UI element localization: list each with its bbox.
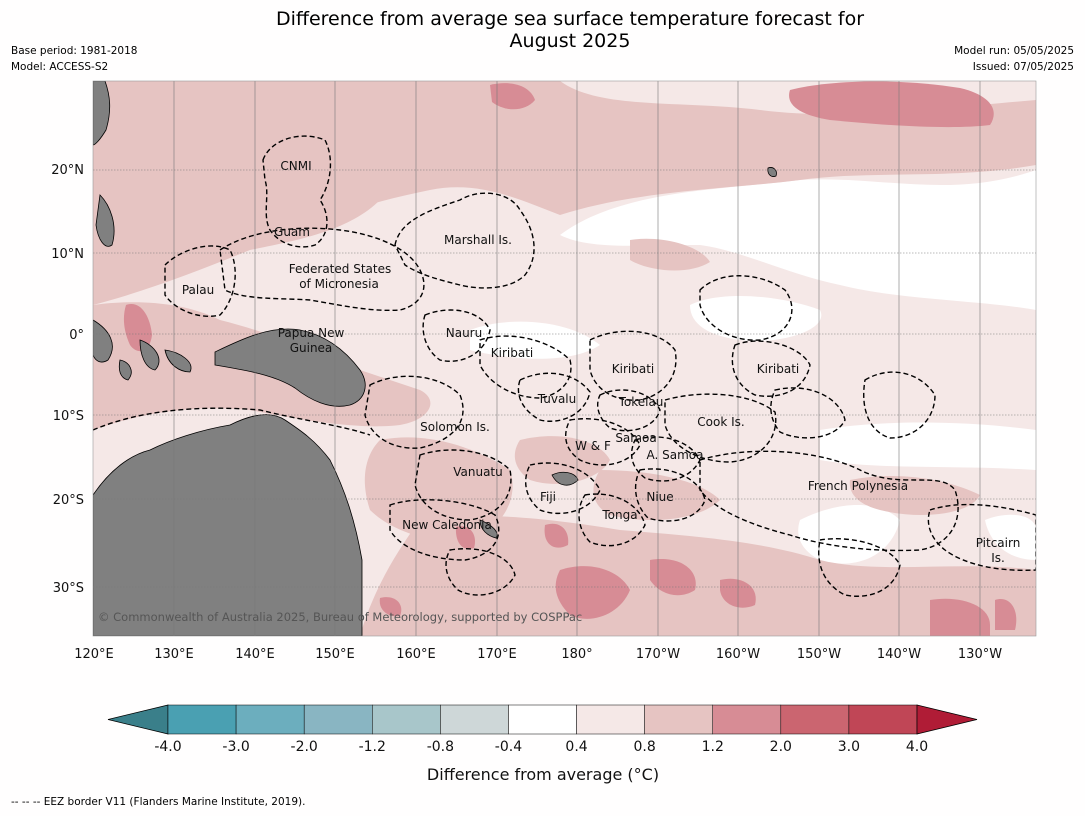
colorbar-tick-label: -4.0 — [154, 739, 181, 755]
region-label-solomon: Solomon Is. — [420, 420, 490, 434]
lat-axis: 20°N 10°N 0° 10°S 20°S 30°S — [51, 163, 84, 596]
colorbar-segment — [167, 704, 237, 735]
region-label-samoa: Samoa — [615, 431, 656, 445]
lat-tick-label: 10°S — [53, 409, 84, 424]
lat-tick-label: 20°N — [51, 163, 84, 178]
colorbar-segment — [712, 704, 782, 735]
region-label-pitcairn-line2: Is. — [991, 551, 1005, 565]
metadata-left: Base period: 1981-2018 Model: ACCESS-S2 — [11, 43, 137, 75]
region-label-fsm-line2: of Micronesia — [299, 277, 379, 291]
sst-warm-patches — [123, 81, 1017, 636]
region-label-cook: Cook Is. — [697, 415, 744, 429]
lon-tick-label: 150°W — [797, 647, 841, 662]
eez-footnote: -- -- -- EEZ border V11 (Flanders Marine… — [11, 796, 306, 808]
region-label-tuvalu: Tuvalu — [537, 392, 577, 406]
region-label-new-caledonia: New Caledonia — [402, 518, 492, 532]
lat-tick-label: 0° — [69, 328, 84, 343]
region-label-nauru: Nauru — [446, 326, 482, 340]
lon-tick-label: 170°E — [477, 647, 517, 662]
colorbar-segment — [848, 704, 918, 735]
colorbar-tick-label: -0.8 — [427, 739, 454, 755]
region-labels: CNMI Guam Marshall Is. Palau Federated S… — [182, 159, 1020, 565]
colorbar-segment — [235, 704, 305, 735]
region-label-pitcairn-line1: Pitcairn — [976, 536, 1021, 550]
colorbar-tick-label: 4.0 — [906, 739, 928, 755]
region-label-kiribati-central: Kiribati — [612, 362, 654, 376]
region-label-french-polynesia: French Polynesia — [808, 479, 908, 493]
lon-axis: 120°E 130°E 140°E 150°E 160°E 170°E 180°… — [74, 647, 1002, 662]
region-label-fiji: Fiji — [540, 490, 556, 504]
region-label-kiribati-west: Kiribati — [491, 346, 533, 360]
lon-tick-label: 120°E — [74, 647, 114, 662]
colorbar-tick-label: 2.0 — [770, 739, 792, 755]
region-label-wallis-futuna: W & F — [575, 439, 611, 453]
region-label-palau: Palau — [182, 283, 214, 297]
title-line-2: August 2025 — [509, 30, 631, 52]
lon-tick-label: 140°W — [877, 647, 921, 662]
colorbar-tick-label: 3.0 — [838, 739, 860, 755]
colorbar-segment — [440, 704, 509, 735]
copyright-notice: © Commonwealth of Australia 2025, Bureau… — [98, 610, 582, 624]
colorbar-tick-label: -3.0 — [222, 739, 249, 755]
land — [93, 81, 777, 636]
region-label-tonga: Tonga — [601, 508, 637, 522]
colorbar-segment — [576, 704, 645, 735]
lon-tick-label: 140°E — [235, 647, 275, 662]
colorbar-tick-label: 0.8 — [634, 739, 656, 755]
eez-borders — [93, 135, 1036, 597]
colorbar-tick-label: -0.4 — [495, 739, 522, 755]
chart-title: Difference from average sea surface temp… — [0, 8, 1085, 52]
colorbar-segment — [644, 704, 713, 735]
colorbar-tick-label: -1.2 — [359, 739, 386, 755]
colorbar-segment — [508, 704, 577, 735]
model-name: Model: ACCESS-S2 — [11, 61, 109, 73]
lat-tick-label: 10°N — [51, 247, 84, 262]
gridlines — [93, 81, 1036, 636]
lon-tick-label: 180° — [561, 647, 592, 662]
title-line-1: Difference from average sea surface temp… — [275, 8, 865, 30]
region-label-fsm-line1: Federated States — [289, 262, 391, 276]
lat-tick-label: 30°S — [53, 581, 84, 596]
region-label-vanuatu: Vanuatu — [453, 465, 503, 479]
colorbar-extend-high — [916, 704, 978, 735]
colorbar-tick-label: 0.4 — [565, 739, 587, 755]
region-label-niue: Niue — [646, 490, 673, 504]
model-run: Model run: 05/05/2025 — [954, 45, 1074, 57]
colorbar-segment — [780, 704, 850, 735]
map-frame — [93, 81, 1036, 636]
region-label-guam: Guam — [274, 225, 310, 239]
lat-tick-label: 20°S — [53, 493, 84, 508]
metadata-right: Model run: 05/05/2025 Issued: 07/05/2025 — [954, 43, 1074, 75]
colorbar-tick-label: 1.2 — [702, 739, 724, 755]
colorbar: -4.0 -3.0 -2.0 -1.2 -0.8 -0.4 0.4 0.8 1.2 2.0 3.0 4… — [107, 704, 978, 755]
colorbar-segment — [372, 704, 441, 735]
region-label-kiribati-east: Kiribati — [757, 362, 799, 376]
region-label-marshall: Marshall Is. — [444, 233, 512, 247]
lon-tick-label: 150°E — [315, 647, 355, 662]
region-label-tokelau: Tokelau — [618, 395, 664, 409]
region-label-png-line2: Guinea — [290, 341, 333, 355]
colorbar-extend-low — [107, 704, 169, 735]
colorbar-tick-label: -2.0 — [291, 739, 318, 755]
lon-tick-label: 160°W — [716, 647, 760, 662]
colorbar-segment — [303, 704, 373, 735]
region-label-png-line1: Papua New — [278, 326, 345, 340]
issued-date: Issued: 07/05/2025 — [972, 61, 1074, 73]
base-period: Base period: 1981-2018 — [11, 45, 138, 57]
lon-tick-label: 130°W — [958, 647, 1002, 662]
region-label-american-samoa: A. Samoa — [647, 448, 704, 462]
map-border — [92, 80, 1037, 637]
colorbar-title: Difference from average (°C) — [427, 765, 659, 784]
lon-tick-label: 160°E — [396, 647, 436, 662]
lon-tick-label: 170°W — [636, 647, 680, 662]
region-label-cnmi: CNMI — [280, 159, 311, 173]
lon-tick-label: 130°E — [154, 647, 194, 662]
